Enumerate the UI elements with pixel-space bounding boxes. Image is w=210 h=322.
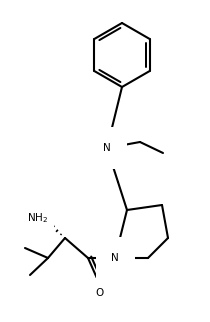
Text: O: O [96,288,104,298]
Text: N: N [103,143,111,153]
Text: N: N [111,253,119,263]
Text: NH$_2$: NH$_2$ [28,211,49,225]
